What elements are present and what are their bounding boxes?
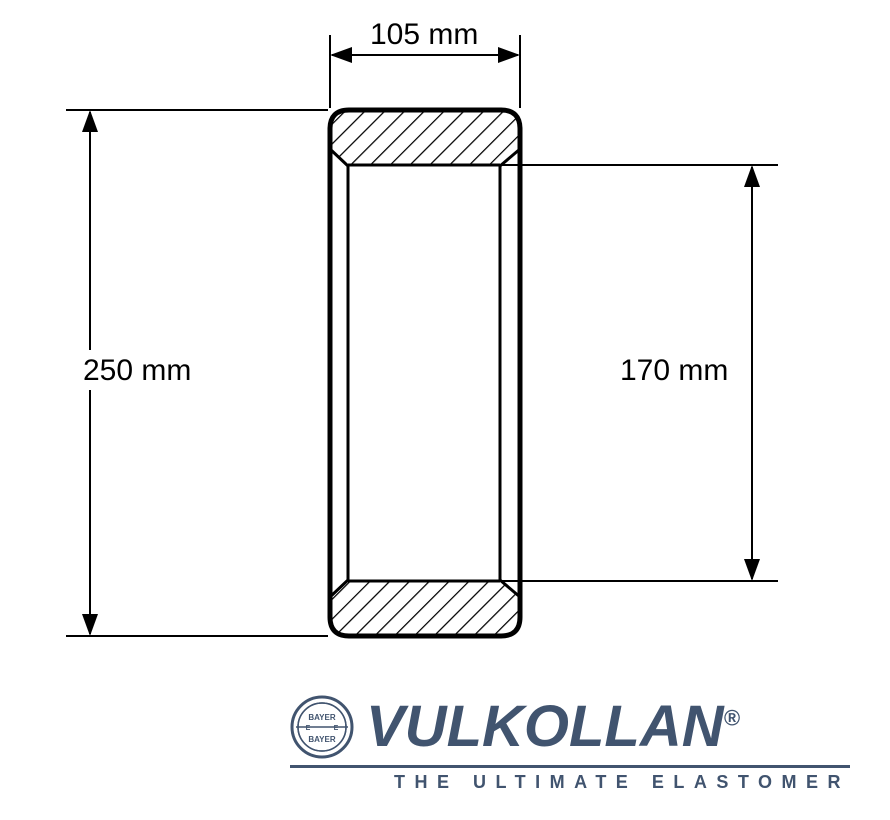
- dim-width-arrow-l: [330, 47, 352, 63]
- svg-text:E: E: [306, 725, 311, 732]
- tread-bottom-hatch: [332, 580, 518, 634]
- dim-oh-arrow-t: [82, 110, 98, 132]
- brand-tagline: THE ULTIMATE ELASTOMER: [290, 772, 850, 793]
- technical-drawing: 105 mm 250 mm 170 mm: [0, 0, 890, 680]
- dim-width-label: 105 mm: [370, 18, 478, 51]
- dim-width-arrow-r: [498, 47, 520, 63]
- brand-name: VULKOLLAN®: [366, 698, 740, 756]
- dim-ih-label: 170 mm: [620, 354, 728, 387]
- dim-oh-arrow-b: [82, 614, 98, 636]
- svg-text:E: E: [334, 725, 339, 732]
- dim-oh-label: 250 mm: [83, 354, 191, 387]
- dim-ih-arrow-b: [744, 559, 760, 581]
- tread-top-hatch: [332, 112, 518, 166]
- svg-text:BAYER: BAYER: [308, 735, 335, 744]
- svg-text:BAYER: BAYER: [308, 713, 335, 722]
- bayer-badge-icon: BAYER BAYER E E: [290, 695, 354, 759]
- brand-logo: BAYER BAYER E E VULKOLLAN® THE ULTIMATE …: [290, 695, 850, 795]
- wheel-outer-contour: [330, 110, 520, 636]
- dim-ih-arrow-t: [744, 165, 760, 187]
